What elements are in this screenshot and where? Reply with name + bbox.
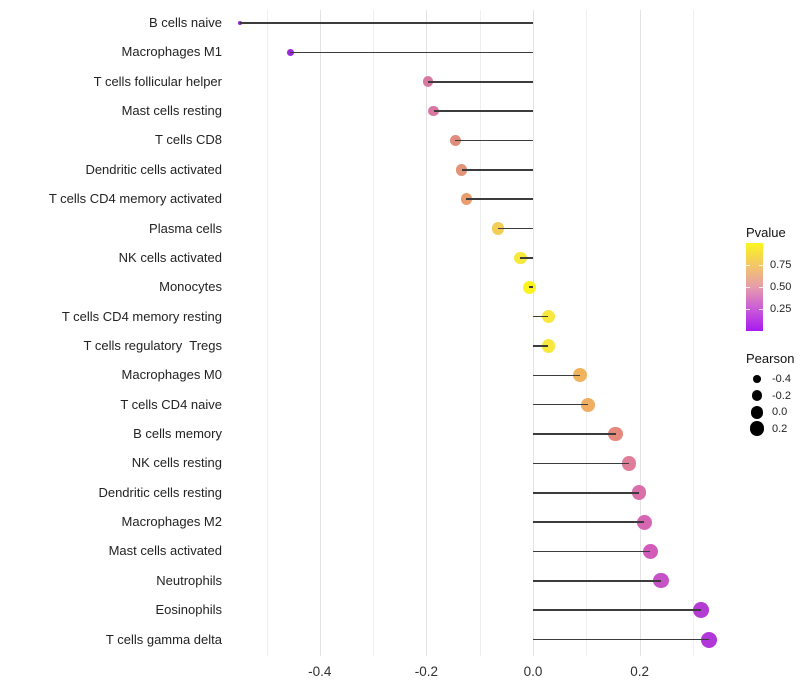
lollipop-stem <box>533 462 629 465</box>
lollipop-stem <box>533 374 580 377</box>
minor-gridline <box>692 10 694 656</box>
pearson-legend-label: -0.2 <box>772 389 791 402</box>
lollipop-point <box>460 193 473 205</box>
pvalue-tick-label: 0.50 <box>770 281 792 293</box>
y-axis-category-label: T cells regulatory Tregs <box>83 337 222 353</box>
lollipop-stem <box>533 433 616 435</box>
y-axis-category-label: T cells follicular helper <box>93 73 222 89</box>
minor-gridline <box>479 10 481 656</box>
major-gridline <box>426 10 428 656</box>
y-axis-category-label: Dendritic cells activated <box>85 161 222 177</box>
x-axis-tick-label: -0.2 <box>414 664 439 679</box>
lollipop-point <box>449 134 461 147</box>
major-gridline <box>639 10 641 656</box>
y-axis-category-label: Mast cells activated <box>108 543 222 559</box>
lollipop-stem <box>455 139 533 142</box>
pearson-legend-dot <box>749 421 765 437</box>
y-axis-category-label: B cells memory <box>133 426 222 442</box>
pearson-legend-dot <box>751 390 763 401</box>
pvalue-tick-mark <box>759 287 763 288</box>
lollipop-stem <box>533 638 710 641</box>
pvalue-tick-label: 0.25 <box>770 303 792 315</box>
lollipop-stem <box>533 345 549 347</box>
y-axis-category-label: T cells CD4 memory resting <box>61 308 222 324</box>
lollipop-stem <box>461 169 533 171</box>
y-axis-category-label: Macrophages M1 <box>121 44 222 60</box>
pearson-legend-label: -0.4 <box>772 373 791 385</box>
y-axis-category-label: Eosinophils <box>155 602 223 618</box>
lollipop-stem <box>533 403 589 406</box>
pearson-legend-title: Pearson <box>746 351 795 366</box>
lollipop-point <box>428 105 440 117</box>
lollipop-stem <box>498 227 533 230</box>
lollipop-point <box>287 48 294 56</box>
pearson-legend-dot <box>750 405 764 419</box>
pvalue-tick-mark <box>746 309 750 310</box>
x-axis-tick-label: 0.0 <box>523 664 543 679</box>
pvalue-tick-mark <box>746 265 750 266</box>
y-axis-category-label: Monocytes <box>159 279 222 295</box>
lollipop-stem <box>529 286 533 289</box>
pvalue-legend-title: Pvalue <box>746 225 786 240</box>
y-axis-category-label: Plasma cells <box>149 220 222 236</box>
lollipop-stem <box>533 550 651 553</box>
lollipop-stem <box>533 315 549 318</box>
lollipop-stem <box>427 80 533 83</box>
pvalue-tick-mark <box>759 265 763 266</box>
minor-gridline <box>373 10 375 656</box>
lollipop-stem <box>239 22 533 24</box>
pvalue-tick-mark <box>759 309 763 310</box>
y-axis-category-label: Dendritic cells resting <box>98 484 222 500</box>
minor-gridline <box>266 10 268 656</box>
pvalue-colorbar <box>746 243 763 331</box>
lollipop-point <box>653 573 669 589</box>
lollipop-point <box>572 368 587 383</box>
y-axis-category-label: NK cells activated <box>118 249 222 265</box>
pvalue-tick-mark <box>746 287 750 288</box>
y-axis-category-label: T cells CD8 <box>155 132 222 148</box>
lollipop-stem <box>520 257 533 259</box>
lollipop-stem <box>533 521 645 523</box>
y-axis-category-label: Neutrophils <box>156 572 222 588</box>
y-axis-category-label: B cells naive <box>149 15 222 30</box>
lollipop-stem <box>533 491 640 494</box>
pearson-legend-label: 0.2 <box>772 422 788 435</box>
lollipop-stem <box>533 580 661 582</box>
lollipop-stem <box>533 609 702 611</box>
pearson-legend-label: 0.0 <box>772 406 788 419</box>
lollipop-stem <box>290 51 533 54</box>
pearson-legend-dot <box>753 375 761 383</box>
y-axis-category-label: T cells CD4 memory activated <box>48 191 222 207</box>
y-axis-category-label: Macrophages M0 <box>121 367 222 383</box>
pvalue-tick-label: 0.75 <box>770 259 792 271</box>
minor-gridline <box>586 10 588 656</box>
y-axis-category-label: T cells gamma delta <box>105 631 222 647</box>
lollipop-stem <box>433 110 533 112</box>
x-axis-tick-label: 0.2 <box>630 664 649 679</box>
lollipop-point <box>693 602 710 619</box>
y-axis-category-label: Macrophages M2 <box>121 514 222 530</box>
major-gridline <box>533 10 534 656</box>
y-axis-category-label: Mast cells resting <box>121 103 222 119</box>
major-gridline <box>319 10 321 656</box>
x-axis-tick-label: -0.4 <box>308 664 332 679</box>
lollipop-point <box>422 76 434 88</box>
lollipop-point <box>581 397 596 412</box>
lollipop-stem <box>466 198 533 200</box>
y-axis-category-label: NK cells resting <box>131 455 222 471</box>
y-axis-category-label: T cells CD4 naive <box>120 396 222 412</box>
